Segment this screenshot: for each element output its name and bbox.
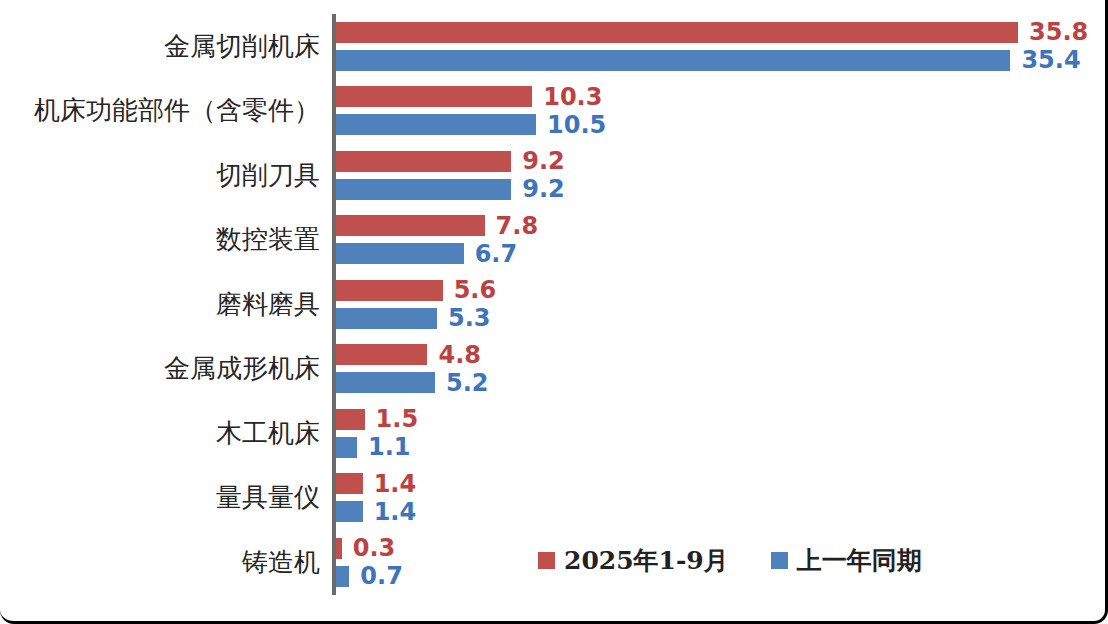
bar-value-label: 0.7: [360, 564, 403, 588]
bar-previous-year: [336, 50, 1010, 71]
category-label: 金属成形机床: [0, 337, 332, 402]
bar-line-previous-period: 10.5: [336, 114, 1100, 135]
chart-category-row: 金属成形机床4.85.2: [0, 337, 1100, 402]
category-label: 机床功能部件（含零件）: [0, 79, 332, 144]
bar-value-label: 1.1: [368, 435, 411, 459]
bar-previous-year: [336, 179, 511, 200]
bar-2025: [336, 473, 363, 494]
bar-line-previous-period: 5.3: [336, 308, 1100, 329]
bar-2025: [336, 215, 485, 236]
bar-line-previous-period: 6.7: [336, 243, 1100, 264]
chart-category-row: 磨料磨具5.65.3: [0, 272, 1100, 337]
category-bars: 7.86.7: [332, 208, 1100, 273]
bar-2025: [336, 151, 511, 172]
bar-line-current-period: 35.8: [336, 22, 1100, 43]
bar-previous-year: [336, 372, 435, 393]
category-label: 数控装置: [0, 208, 332, 273]
bar-line-current-period: 1.5: [336, 409, 1100, 430]
bar-value-label: 5.3: [448, 306, 491, 330]
bar-value-label: 9.2: [522, 149, 565, 173]
legend-label: 上一年同期: [797, 544, 922, 577]
chart-category-row: 切削刀具9.29.2: [0, 143, 1100, 208]
bar-previous-year: [336, 114, 536, 135]
legend-swatch-icon: [771, 552, 788, 569]
bar-value-label: 7.8: [496, 214, 539, 238]
bar-value-label: 9.2: [522, 177, 565, 201]
category-bars: 4.85.2: [332, 337, 1100, 402]
bar-2025: [336, 538, 342, 559]
legend-item-previous-year: 上一年同期: [771, 544, 922, 577]
legend-swatch-icon: [538, 552, 555, 569]
bar-line-current-period: 7.8: [336, 215, 1100, 236]
bar-previous-year: [336, 243, 464, 264]
bar-2025: [336, 344, 427, 365]
bar-value-label: 10.3: [543, 85, 602, 109]
chart-frame: 金属切削机床35.835.4机床功能部件（含零件）10.310.5切削刀具9.2…: [0, 0, 1108, 624]
legend-item-2025: 2025年1-9月: [538, 544, 729, 577]
bar-value-label: 35.8: [1029, 20, 1088, 44]
bar-value-label: 4.8: [438, 343, 481, 367]
bar-value-label: 35.4: [1021, 48, 1080, 72]
category-label: 金属切削机床: [0, 14, 332, 79]
category-bars: 35.8 35.4: [332, 14, 1100, 79]
bar-line-current-period: 9.2: [336, 151, 1100, 172]
bar-line-previous-period: 9.2: [336, 179, 1100, 200]
category-label: 切削刀具: [0, 143, 332, 208]
bar-line-current-period: 1.4: [336, 473, 1100, 494]
bar-2025: [336, 409, 365, 430]
bar-value-label: 6.7: [475, 242, 518, 266]
category-label: 木工机床: [0, 401, 332, 466]
category-bars: 5.65.3: [332, 272, 1100, 337]
bar-line-previous-period: 35.4: [336, 50, 1100, 71]
bar-value-label: 0.3: [353, 536, 396, 560]
bar-line-previous-period: 1.1: [336, 437, 1100, 458]
chart-category-row: 机床功能部件（含零件） 10.3 10.5: [0, 79, 1100, 144]
bar-line-current-period: 10.3: [336, 86, 1100, 107]
bar-value-label: 1.4: [374, 472, 417, 496]
bar-2025: [336, 280, 443, 301]
bar-line-previous-period: 5.2: [336, 372, 1100, 393]
bar-previous-year: [336, 437, 357, 458]
chart-category-row: 量具量仪1.41.4: [0, 466, 1100, 531]
bar-2025: [336, 22, 1018, 43]
bar-previous-year: [336, 308, 437, 329]
bar-value-label: 1.5: [376, 407, 419, 431]
bar-value-label: 5.2: [446, 371, 489, 395]
category-bars: 10.3 10.5: [332, 79, 1100, 144]
bar-line-previous-period: 1.4: [336, 501, 1100, 522]
bar-previous-year: [336, 566, 349, 587]
bar-line-current-period: 4.8: [336, 344, 1100, 365]
category-label: 铸造机: [0, 530, 332, 595]
bar-value-label: 10.5: [547, 113, 606, 137]
category-bars: 9.29.2: [332, 143, 1100, 208]
category-label: 量具量仪: [0, 466, 332, 531]
chart-category-row: 金属切削机床 35.8 35.4: [0, 14, 1100, 79]
chart-category-row: 数控装置7.86.7: [0, 208, 1100, 273]
bar-value-label: 1.4: [374, 500, 417, 524]
bar-value-label: 5.6: [454, 278, 497, 302]
category-bars: 1.51.1: [332, 401, 1100, 466]
legend-label: 2025年1-9月: [564, 544, 729, 577]
bar-line-current-period: 5.6: [336, 280, 1100, 301]
bar-previous-year: [336, 501, 363, 522]
category-bars: 1.41.4: [332, 466, 1100, 531]
category-label: 磨料磨具: [0, 272, 332, 337]
chart-legend: 2025年1-9月 上一年同期: [538, 544, 922, 577]
bar-2025: [336, 86, 532, 107]
bar-chart: 金属切削机床35.835.4机床功能部件（含零件）10.310.5切削刀具9.2…: [0, 14, 1100, 595]
chart-category-row: 木工机床1.51.1: [0, 401, 1100, 466]
